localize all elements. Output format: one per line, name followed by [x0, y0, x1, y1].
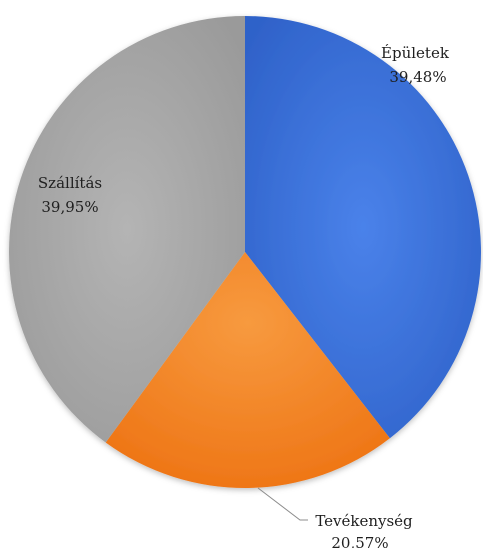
pie-slice-szallitas	[8, 16, 245, 443]
pie-slice-epuletek	[245, 16, 481, 439]
data-label-tevekenyseg-name: Tevékenység	[315, 512, 413, 530]
data-label-szallitas-name: Szállítás	[38, 174, 102, 192]
leader-line-tevekenyseg	[257, 487, 308, 521]
data-label-szallitas-value: 39,95%	[41, 198, 98, 216]
data-label-epuletek-value: 39,48%	[389, 68, 446, 86]
data-label-epuletek-name: Épületek	[381, 44, 450, 62]
data-label-tevekenyseg-value: 20,57%	[331, 534, 388, 548]
pie-slice-tevekenyseg	[105, 252, 390, 488]
